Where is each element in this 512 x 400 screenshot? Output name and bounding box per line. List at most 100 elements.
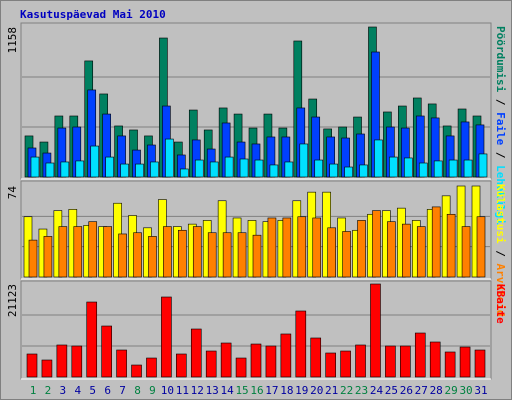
x-tick-label: 13 — [206, 384, 219, 397]
bar — [165, 138, 174, 178]
bar — [340, 350, 351, 378]
bar — [461, 226, 471, 278]
bar — [250, 343, 262, 378]
legend-entry: Faile — [494, 112, 507, 145]
bar — [344, 166, 353, 178]
x-tick-label: 18 — [280, 384, 293, 397]
bar — [267, 217, 277, 278]
bar — [355, 344, 366, 378]
x-tick-label: 24 — [370, 384, 384, 397]
bar — [28, 239, 38, 278]
x-tick-label: 17 — [265, 384, 278, 397]
x-tick-label: 7 — [119, 384, 126, 397]
x-tick-label: 29 — [445, 384, 458, 397]
bar — [101, 325, 112, 378]
legend: Pöördumisi / Faile / Lehekülgi — [494, 26, 507, 225]
bar — [389, 156, 398, 178]
bar — [56, 344, 68, 378]
bar — [359, 164, 368, 178]
bar — [416, 226, 426, 278]
bar — [207, 232, 217, 278]
x-tick-label: 4 — [74, 384, 81, 397]
bar — [163, 226, 172, 278]
x-tick-label: 26 — [400, 384, 413, 397]
bar — [222, 232, 232, 278]
bar — [105, 156, 114, 178]
x-tick-label: 10 — [161, 384, 174, 397]
y-tick-label: 21123 — [6, 284, 19, 317]
bar — [237, 232, 247, 278]
bar — [282, 217, 292, 278]
x-tick-label: 14 — [221, 384, 235, 397]
bar — [280, 333, 292, 378]
bar — [269, 164, 279, 178]
bar — [385, 345, 396, 378]
x-tick-label: 12 — [191, 384, 204, 397]
bar — [329, 163, 338, 178]
bar — [118, 233, 127, 278]
bar — [254, 159, 264, 178]
bar — [357, 220, 366, 278]
legend: Külastusi / Arvuteid — [494, 184, 507, 316]
bar — [418, 162, 428, 178]
bar — [314, 159, 324, 178]
y-tick-label: 1158 — [6, 27, 19, 54]
bar — [372, 210, 381, 278]
legend-entry: Pöördumisi — [494, 26, 507, 93]
bar — [444, 351, 456, 378]
bar — [135, 163, 144, 178]
bar — [176, 353, 187, 378]
bar — [150, 161, 159, 178]
bar — [90, 145, 100, 178]
bar — [252, 234, 262, 278]
bar — [71, 345, 83, 378]
bar — [431, 206, 441, 278]
bar — [146, 357, 157, 378]
bar — [220, 342, 232, 378]
bar — [205, 350, 217, 378]
x-tick-label: 5 — [89, 384, 96, 397]
bar — [284, 161, 294, 178]
bar — [325, 352, 336, 378]
bar — [75, 160, 85, 178]
bar — [459, 346, 471, 378]
x-tick-label: 22 — [340, 384, 353, 397]
bar — [148, 236, 157, 278]
bar — [463, 159, 473, 178]
x-tick-label: 21 — [325, 384, 338, 397]
bar — [133, 232, 142, 278]
bar — [446, 213, 456, 278]
bar — [448, 159, 458, 178]
bar — [476, 216, 486, 278]
bar — [26, 353, 38, 378]
bar — [178, 229, 187, 278]
legend-entry: Külastusi — [494, 184, 507, 244]
bar — [433, 160, 443, 178]
x-tick-label: 27 — [415, 384, 428, 397]
bar — [374, 139, 383, 178]
legend-separator: / — [494, 244, 507, 264]
bar — [103, 226, 112, 278]
y-tick-label: 74 — [6, 186, 19, 200]
x-tick-label: 8 — [134, 384, 141, 397]
x-tick-label: 30 — [459, 384, 472, 397]
bar — [30, 156, 40, 178]
bar — [295, 310, 307, 378]
legend-entry: Lehekülgi — [494, 165, 507, 225]
x-tick-label: 1 — [30, 384, 37, 397]
bar — [297, 216, 307, 278]
bar — [387, 221, 396, 278]
bar — [41, 359, 53, 378]
legend-entry: KBaite — [494, 284, 507, 324]
bar — [131, 364, 142, 378]
bar — [327, 227, 336, 278]
bar — [310, 337, 322, 378]
bar — [224, 156, 234, 178]
bar — [342, 231, 351, 278]
x-tick-label: 3 — [60, 384, 67, 397]
chart-title: Kasutuspäevad Mai 2010 — [20, 8, 166, 21]
bar — [209, 161, 219, 178]
bar — [58, 226, 68, 278]
x-tick-label: 2 — [45, 384, 52, 397]
bar — [370, 283, 381, 378]
